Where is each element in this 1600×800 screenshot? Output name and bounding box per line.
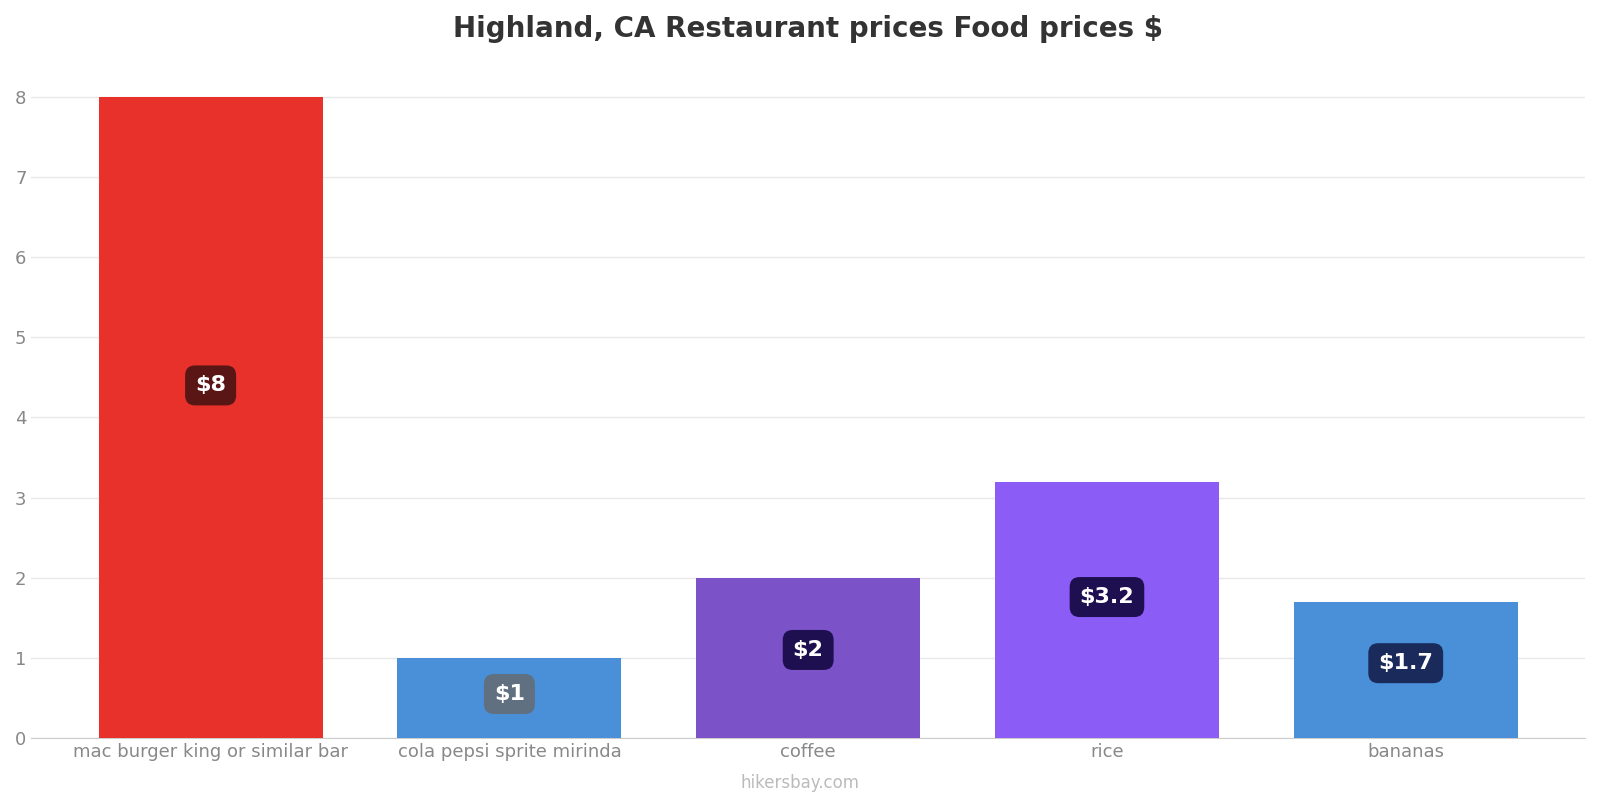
Title: Highland, CA Restaurant prices Food prices $: Highland, CA Restaurant prices Food pric… bbox=[453, 15, 1163, 43]
Text: $1: $1 bbox=[494, 684, 525, 704]
Bar bbox=[99, 97, 323, 738]
Text: $1.7: $1.7 bbox=[1378, 653, 1434, 673]
Bar bbox=[995, 482, 1219, 738]
Bar bbox=[696, 578, 920, 738]
Text: $2: $2 bbox=[792, 640, 824, 660]
Text: hikersbay.com: hikersbay.com bbox=[741, 774, 859, 792]
Text: $8: $8 bbox=[195, 375, 226, 395]
Bar bbox=[397, 658, 621, 738]
Bar bbox=[1294, 602, 1518, 738]
Text: $3.2: $3.2 bbox=[1080, 587, 1134, 607]
